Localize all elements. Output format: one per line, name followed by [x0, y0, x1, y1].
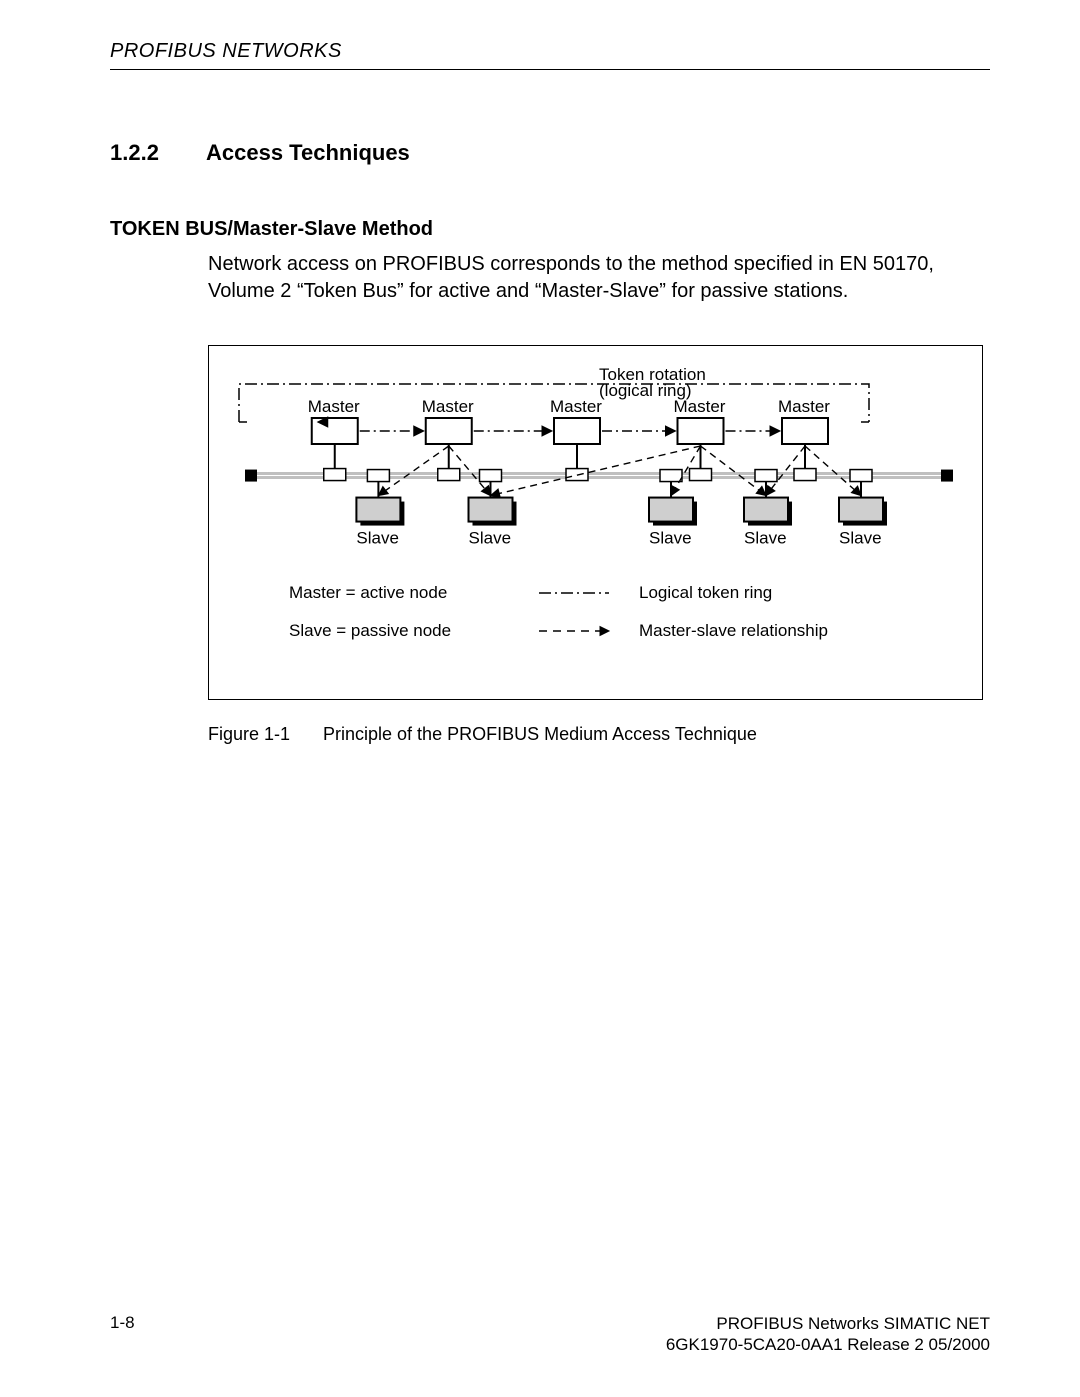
section-title: Access Techniques — [206, 140, 410, 166]
svg-text:Slave: Slave — [469, 529, 512, 548]
page: PROFIBUS NETWORKS 1.2.2 Access Technique… — [0, 0, 1080, 1397]
network-diagram: Token rotation(logical ring)MasterMaster… — [209, 346, 984, 701]
section-number: 1.2.2 — [110, 140, 170, 166]
svg-text:Master = active node: Master = active node — [289, 583, 447, 602]
svg-text:Master-slave relationship: Master-slave relationship — [639, 621, 828, 640]
footer-right: PROFIBUS Networks SIMATIC NET 6GK1970-5C… — [666, 1313, 990, 1356]
svg-text:Master: Master — [308, 397, 360, 416]
figure: Token rotation(logical ring)MasterMaster… — [208, 345, 983, 700]
caption-text: Principle of the PROFIBUS Medium Access … — [323, 724, 757, 744]
svg-text:Master: Master — [778, 397, 830, 416]
svg-text:Slave: Slave — [744, 529, 787, 548]
figure-caption: Figure 1-1 Principle of the PROFIBUS Med… — [208, 724, 990, 745]
paragraph: Network access on PROFIBUS corresponds t… — [208, 251, 990, 305]
svg-text:Slave: Slave — [839, 529, 882, 548]
subheading: TOKEN BUS/Master-Slave Method — [110, 218, 990, 241]
svg-text:Slave: Slave — [356, 529, 399, 548]
svg-text:Master: Master — [550, 397, 602, 416]
svg-text:Slave: Slave — [649, 529, 692, 548]
footer-line-1: PROFIBUS Networks SIMATIC NET — [666, 1313, 990, 1334]
footer-line-2: 6GK1970-5CA20-0AA1 Release 2 05/2000 — [666, 1334, 990, 1355]
header-title: PROFIBUS NETWORKS — [110, 40, 342, 62]
svg-text:Master: Master — [422, 397, 474, 416]
svg-text:Logical token ring: Logical token ring — [639, 583, 772, 602]
footer-page-number: 1-8 — [110, 1313, 135, 1333]
section-heading: 1.2.2 Access Techniques — [110, 140, 990, 166]
svg-text:Master: Master — [674, 397, 726, 416]
caption-label: Figure 1-1 — [208, 724, 318, 745]
page-header: PROFIBUS NETWORKS — [110, 40, 990, 70]
page-footer: 1-8 PROFIBUS Networks SIMATIC NET 6GK197… — [110, 1313, 990, 1356]
svg-text:Slave = passive node: Slave = passive node — [289, 621, 451, 640]
